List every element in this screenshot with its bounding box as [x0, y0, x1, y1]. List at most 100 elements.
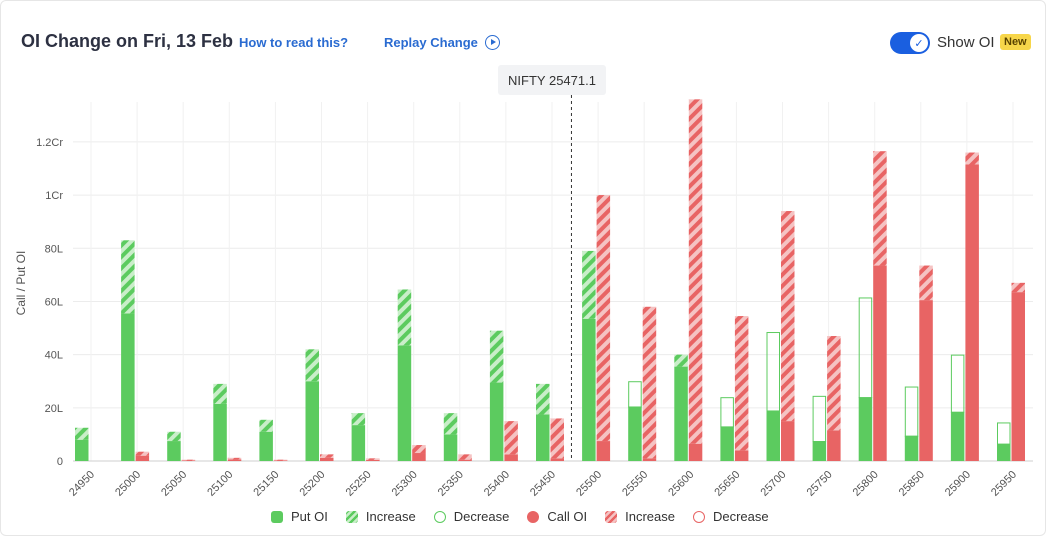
put-oi-increase-bar[interactable]	[305, 349, 320, 382]
call-oi-increase-bar[interactable]	[504, 421, 518, 455]
put-oi-bar[interactable]	[950, 411, 965, 461]
put-oi-bar[interactable]	[997, 443, 1011, 461]
call-oi-increase-bar[interactable]	[781, 211, 795, 422]
put-oi-bar[interactable]	[397, 345, 412, 461]
put-oi-bar[interactable]	[628, 406, 642, 461]
call-oi-bar[interactable]	[320, 457, 334, 461]
put-oi-increase-bar[interactable]	[121, 240, 135, 314]
call-oi-bar[interactable]	[688, 443, 703, 461]
put-oi-bar[interactable]	[213, 403, 227, 461]
call-oi-bar[interactable]	[734, 450, 749, 461]
put-oi-bar[interactable]	[720, 426, 734, 461]
call-oi-bar[interactable]	[504, 454, 518, 461]
call-oi-bar[interactable]	[1011, 292, 1026, 461]
call-oi-bar[interactable]	[227, 459, 242, 461]
legend-call-increase[interactable]: Increase	[605, 509, 675, 524]
put-oi-decrease-bar[interactable]	[720, 397, 734, 428]
put-oi-increase-bar[interactable]	[167, 431, 181, 442]
put-oi-bar[interactable]	[812, 441, 827, 461]
put-oi-increase-bar[interactable]	[443, 413, 458, 435]
call-oi-increase-bar[interactable]	[320, 454, 334, 458]
y-axis: 0 20L 40L 60L 80L 1Cr 1.2Cr	[36, 137, 63, 468]
put-oi-increase-bar[interactable]	[213, 383, 227, 404]
call-oi-bar[interactable]	[781, 421, 795, 461]
strike-group	[305, 349, 334, 461]
replay-change-button[interactable]: Replay Change	[384, 35, 500, 50]
call-oi-increase-bar[interactable]	[458, 454, 472, 460]
x-tick-label: 25150	[251, 469, 281, 499]
put-oi-decrease-bar[interactable]	[904, 386, 919, 437]
put-oi-bar[interactable]	[904, 435, 919, 461]
put-oi-bar[interactable]	[536, 414, 550, 461]
call-oi-increase-bar[interactable]	[596, 195, 611, 442]
call-oi-bar[interactable]	[596, 441, 611, 461]
call-oi-bar[interactable]	[458, 459, 472, 461]
call-oi-increase-bar[interactable]	[642, 306, 657, 459]
put-oi-bar[interactable]	[75, 439, 89, 461]
put-oi-bar[interactable]	[582, 318, 596, 461]
legend-call-decrease[interactable]: Decrease	[692, 509, 769, 524]
put-oi-decrease-bar[interactable]	[628, 381, 642, 408]
put-oi-bar[interactable]	[167, 441, 181, 461]
call-oi-bar[interactable]	[827, 430, 841, 461]
put-oi-bar[interactable]	[121, 313, 135, 461]
call-oi-bar[interactable]	[642, 458, 657, 461]
how-to-read-link[interactable]: How to read this?	[239, 35, 349, 50]
call-oi-bar[interactable]	[873, 265, 887, 461]
replay-change-label: Replay Change	[384, 35, 478, 50]
call-oi-increase-bar[interactable]	[919, 265, 933, 301]
put-oi-increase-bar[interactable]	[351, 413, 366, 426]
put-oi-increase-bar[interactable]	[259, 419, 273, 432]
legend-call-oi[interactable]: Call OI	[527, 509, 587, 524]
legend-put-decrease[interactable]: Decrease	[433, 509, 509, 524]
call-oi-increase-bar[interactable]	[135, 451, 150, 456]
put-oi-decrease-bar[interactable]	[812, 395, 827, 443]
call-oi-increase-bar[interactable]	[273, 459, 288, 461]
call-oi-bar[interactable]	[919, 300, 933, 461]
call-oi-increase-bar[interactable]	[366, 458, 380, 460]
put-oi-bar[interactable]	[259, 431, 273, 461]
call-oi-increase-bar[interactable]	[227, 457, 242, 460]
put-oi-bar[interactable]	[443, 434, 458, 461]
put-oi-decrease-bar[interactable]	[997, 422, 1011, 445]
put-oi-bar[interactable]	[858, 397, 873, 461]
call-oi-increase-bar[interactable]	[688, 99, 703, 444]
strike-group	[443, 413, 472, 461]
call-oi-increase-bar[interactable]	[181, 459, 196, 461]
call-oi-increase-bar[interactable]	[550, 418, 565, 459]
legend-put-increase[interactable]: Increase	[345, 509, 416, 524]
call-oi-bar[interactable]	[135, 455, 150, 461]
call-oi-bar[interactable]	[273, 460, 288, 461]
put-oi-decrease-bar[interactable]	[858, 297, 873, 399]
y-tick-label: 60L	[45, 296, 63, 308]
call-oi-bar[interactable]	[181, 460, 196, 461]
put-oi-increase-bar[interactable]	[536, 383, 550, 415]
call-oi-increase-bar[interactable]	[734, 316, 749, 451]
put-oi-decrease-bar[interactable]	[950, 354, 965, 413]
call-oi-bar[interactable]	[412, 453, 426, 461]
call-oi-bar[interactable]	[550, 458, 565, 461]
call-oi-increase-bar[interactable]	[1011, 282, 1026, 293]
call-oi-increase-bar[interactable]	[827, 336, 841, 431]
put-oi-increase-bar[interactable]	[75, 427, 89, 440]
put-oi-bar[interactable]	[489, 382, 504, 461]
call-oi-increase-bar[interactable]	[965, 152, 979, 165]
legend-label: Decrease	[712, 509, 769, 524]
put-oi-increase-bar[interactable]	[397, 289, 412, 346]
call-oi-increase-bar[interactable]	[873, 151, 887, 266]
put-oi-bar[interactable]	[674, 366, 688, 461]
call-oi-bar[interactable]	[366, 459, 380, 461]
put-oi-decrease-bar[interactable]	[766, 332, 780, 412]
put-oi-bar[interactable]	[766, 410, 781, 461]
show-oi-toggle[interactable]: ✓	[890, 32, 930, 54]
put-oi-bar[interactable]	[351, 425, 366, 461]
put-oi-increase-bar[interactable]	[582, 250, 596, 319]
legend-put-oi[interactable]: Put OI	[271, 509, 328, 524]
put-oi-increase-bar[interactable]	[674, 354, 688, 367]
oi-change-chart: 0 20L 40L 60L 80L 1Cr 1.2Cr 24950 25000 25050 251…	[14, 95, 1033, 499]
put-oi-increase-bar[interactable]	[489, 330, 504, 383]
strike-group	[121, 240, 150, 461]
call-oi-bar[interactable]	[965, 164, 979, 461]
put-oi-bar[interactable]	[305, 381, 320, 461]
call-oi-increase-bar[interactable]	[412, 445, 426, 454]
